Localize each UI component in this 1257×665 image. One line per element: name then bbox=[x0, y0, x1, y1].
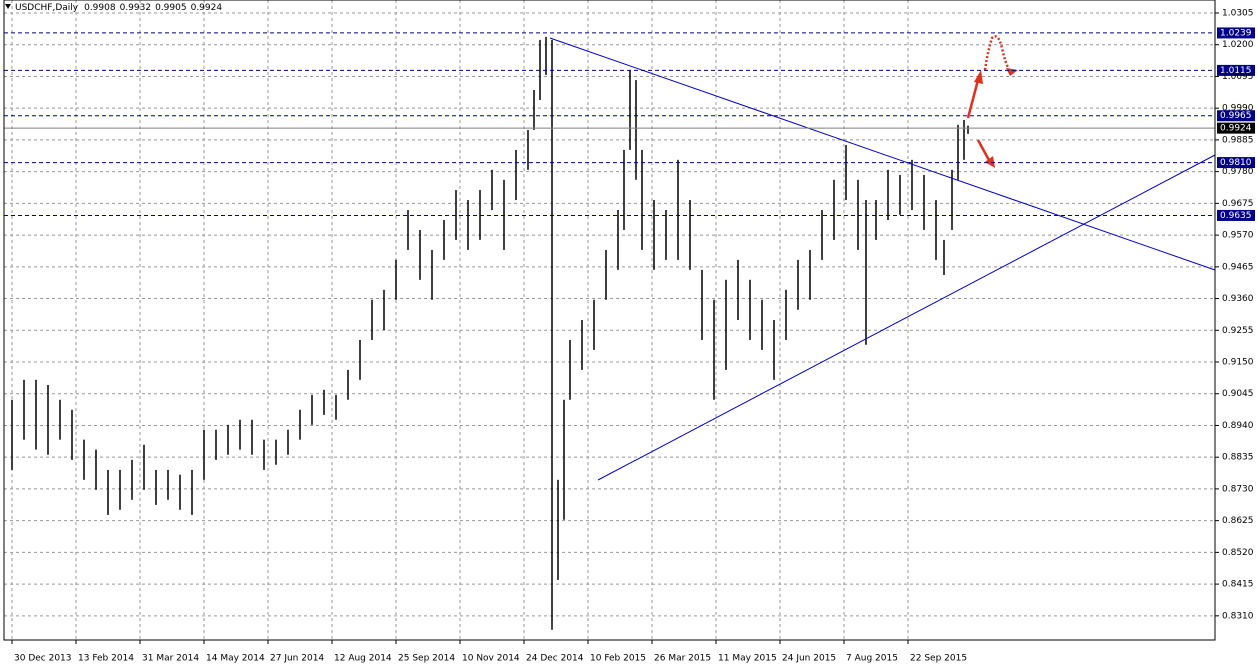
level-label: 1.0115 bbox=[1220, 66, 1252, 76]
arrowhead bbox=[985, 156, 995, 168]
y-tick-label: 1.0200 bbox=[1222, 40, 1254, 50]
x-tick-label: 10 Feb 2015 bbox=[590, 654, 646, 664]
y-tick-label: 0.9885 bbox=[1222, 135, 1254, 145]
y-tick-label: 0.9150 bbox=[1222, 358, 1254, 368]
x-tick-label: 24 Dec 2014 bbox=[526, 654, 584, 664]
y-tick-label: 0.8415 bbox=[1222, 580, 1254, 590]
grid bbox=[4, 0, 1215, 640]
level-box bbox=[1217, 157, 1255, 169]
y-tick-label: 0.8835 bbox=[1222, 453, 1254, 463]
bars bbox=[11, 36, 969, 630]
y-tick-label: 0.8940 bbox=[1222, 421, 1254, 431]
arrow-down bbox=[976, 139, 992, 163]
symbol: USDCHF,Daily bbox=[15, 3, 79, 13]
x-tick-label: 30 Dec 2013 bbox=[14, 654, 72, 664]
last-price-label: 0.9924 bbox=[1220, 124, 1252, 134]
y-tick-label: 0.9360 bbox=[1222, 294, 1254, 304]
y-tick-label: 0.8310 bbox=[1222, 611, 1254, 621]
level-label: 1.0239 bbox=[1220, 28, 1252, 38]
levels: 1.0239 1.0115 0.9965 0.9810 0.9635 0.9924 bbox=[4, 27, 1255, 221]
x-tick-label: 24 Jun 2015 bbox=[782, 654, 836, 664]
close: 0.9924 bbox=[191, 3, 223, 13]
trend-line bbox=[597, 154, 1216, 481]
y-tick-label: 1.0305 bbox=[1222, 8, 1254, 18]
x-tick-label: 12 Aug 2014 bbox=[334, 654, 392, 664]
low: 0.9905 bbox=[155, 3, 187, 13]
level-box bbox=[1217, 209, 1255, 221]
y-tick-label: 0.8520 bbox=[1222, 548, 1254, 558]
y-tick-label: 0.8730 bbox=[1222, 484, 1254, 494]
x-tick-label: 27 Jun 2014 bbox=[270, 654, 324, 664]
high: 0.9932 bbox=[120, 3, 152, 13]
x-tick-label: 22 Sep 2015 bbox=[910, 654, 967, 664]
x-tick-label: 10 Nov 2014 bbox=[462, 654, 520, 664]
y-tick-label: 0.9465 bbox=[1222, 262, 1254, 272]
x-tick-label: 11 May 2015 bbox=[718, 654, 777, 664]
x-tick-label: 25 Sep 2014 bbox=[398, 654, 455, 664]
y-tick-label: 0.9045 bbox=[1222, 389, 1254, 399]
level-box bbox=[1217, 64, 1255, 76]
trend-line bbox=[549, 37, 1216, 271]
level-box bbox=[1217, 110, 1255, 122]
level-label: 0.9810 bbox=[1220, 158, 1252, 168]
plot-frame bbox=[3, 0, 1216, 641]
arrow-up bbox=[966, 79, 980, 119]
y-tick-label: 1.0095 bbox=[1222, 72, 1254, 82]
x-tick-label: 7 Aug 2015 bbox=[846, 654, 898, 664]
open: 0.9908 bbox=[84, 3, 116, 13]
y-tick-label: 0.9990 bbox=[1222, 104, 1254, 114]
x-tick-label: 14 May 2014 bbox=[206, 654, 265, 664]
header: USDCHF,Daily 0.9908 0.9932 0.9905 0.9924 bbox=[15, 3, 222, 13]
x-tick-label: 26 Mar 2015 bbox=[654, 654, 711, 664]
y-tick-label: 0.9570 bbox=[1222, 231, 1254, 241]
level-box bbox=[1217, 27, 1255, 39]
y-tick-label: 0.9780 bbox=[1222, 167, 1254, 177]
x-tick-label: 13 Feb 2014 bbox=[78, 654, 134, 664]
menu-icon bbox=[5, 4, 11, 9]
forecast-arrows bbox=[966, 35, 1018, 168]
x-tick-label: 31 Mar 2014 bbox=[142, 654, 199, 664]
arrowhead bbox=[974, 70, 983, 84]
last-price-box bbox=[1217, 122, 1255, 134]
y-tick-label: 0.8625 bbox=[1222, 516, 1254, 526]
level-label: 0.9635 bbox=[1220, 211, 1252, 221]
y-tick-label: 0.9675 bbox=[1222, 199, 1254, 209]
y-tick-label: 0.9255 bbox=[1222, 326, 1254, 336]
level-label: 0.9965 bbox=[1220, 111, 1252, 121]
